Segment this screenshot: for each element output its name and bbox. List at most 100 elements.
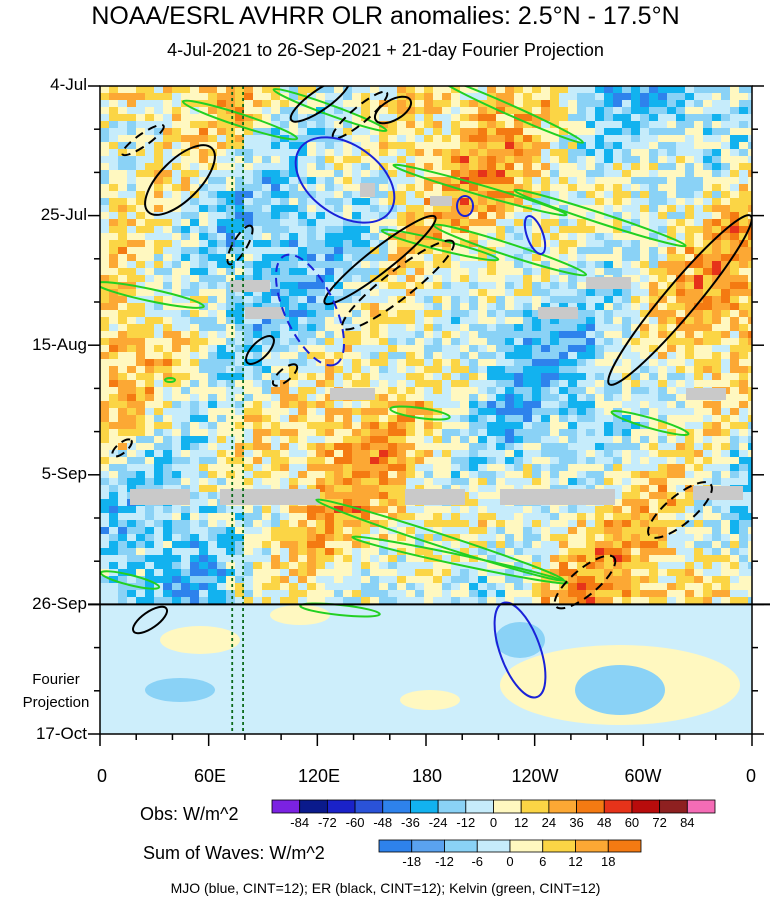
olr-cell [352,366,362,374]
olr-cell [748,520,752,528]
olr-cell [181,373,191,381]
olr-cell [586,506,596,514]
olr-cell [685,282,695,290]
olr-cell [361,296,371,304]
olr-cell [676,177,686,185]
olr-cell [370,401,380,409]
olr-cell [343,499,353,507]
olr-cell [388,555,398,563]
olr-cell [127,373,137,381]
olr-cell [550,450,560,458]
olr-cell [154,114,164,122]
olr-cell [280,464,290,472]
olr-cell [208,233,218,241]
olr-cell [289,233,299,241]
olr-cell [442,527,452,535]
olr-cell [676,485,686,493]
olr-cell [433,366,443,374]
olr-cell [289,541,299,549]
olr-cell [730,170,740,178]
olr-cell [658,226,668,234]
olr-cell [586,457,596,465]
olr-cell [136,506,146,514]
olr-cell [586,345,596,353]
olr-cell [523,247,533,255]
olr-cell [190,373,200,381]
olr-cell [217,100,227,108]
olr-cell [244,401,254,409]
olr-cell [325,170,335,178]
olr-cell [541,450,551,458]
olr-cell [649,471,659,479]
olr-cell [253,478,263,486]
olr-cell [388,310,398,318]
olr-cell [460,261,470,269]
olr-cell [586,289,596,297]
olr-cell [235,128,245,136]
olr-cell [352,303,362,311]
olr-cell [604,338,614,346]
olr-cell [325,492,335,500]
olr-cell [451,380,461,388]
olr-cell [433,380,443,388]
olr-cell [262,268,272,276]
olr-cell [415,142,425,150]
olr-cell [307,359,317,367]
olr-cell [460,380,470,388]
olr-cell [631,296,641,304]
olr-cell [532,247,542,255]
olr-cell [505,149,515,157]
olr-cell [181,408,191,416]
olr-cell [469,219,479,227]
olr-cell [586,471,596,479]
olr-cell [109,177,119,185]
olr-cell [235,310,245,318]
olr-cell [208,289,218,297]
olr-cell [415,317,425,325]
olr-cell [496,555,506,563]
olr-cell [163,345,173,353]
olr-cell [649,184,659,192]
olr-cell [370,562,380,570]
olr-cell [433,233,443,241]
olr-cell [190,324,200,332]
olr-cell [118,506,128,514]
olr-cell [559,429,569,437]
olr-cell [631,184,641,192]
olr-cell [235,555,245,563]
olr-cell [550,520,560,528]
olr-cell [235,170,245,178]
olr-cell [244,415,254,423]
olr-cell [487,135,497,143]
olr-cell [379,471,389,479]
olr-cell [172,310,182,318]
olr-cell [721,310,731,318]
olr-cell [406,422,416,430]
olr-cell [451,373,461,381]
olr-cell [532,366,542,374]
olr-cell [487,471,497,479]
olr-cell [118,394,128,402]
olr-cell [181,240,191,248]
olr-cell [631,254,641,262]
olr-cell [748,345,752,353]
olr-cell [145,394,155,402]
olr-cell [244,422,254,430]
olr-cell [568,555,578,563]
olr-cell [478,191,488,199]
olr-cell [712,338,722,346]
olr-cell [325,156,335,164]
olr-cell [199,240,209,248]
olr-cell [352,156,362,164]
olr-cell [361,289,371,297]
olr-cell [100,352,110,360]
olr-cell [505,177,515,185]
olr-cell [154,226,164,234]
olr-cell [694,282,704,290]
olr-cell [451,506,461,514]
olr-cell [469,135,479,143]
olr-cell [415,422,425,430]
olr-cell [271,506,281,514]
olr-cell [496,443,506,451]
olr-cell [127,275,137,283]
